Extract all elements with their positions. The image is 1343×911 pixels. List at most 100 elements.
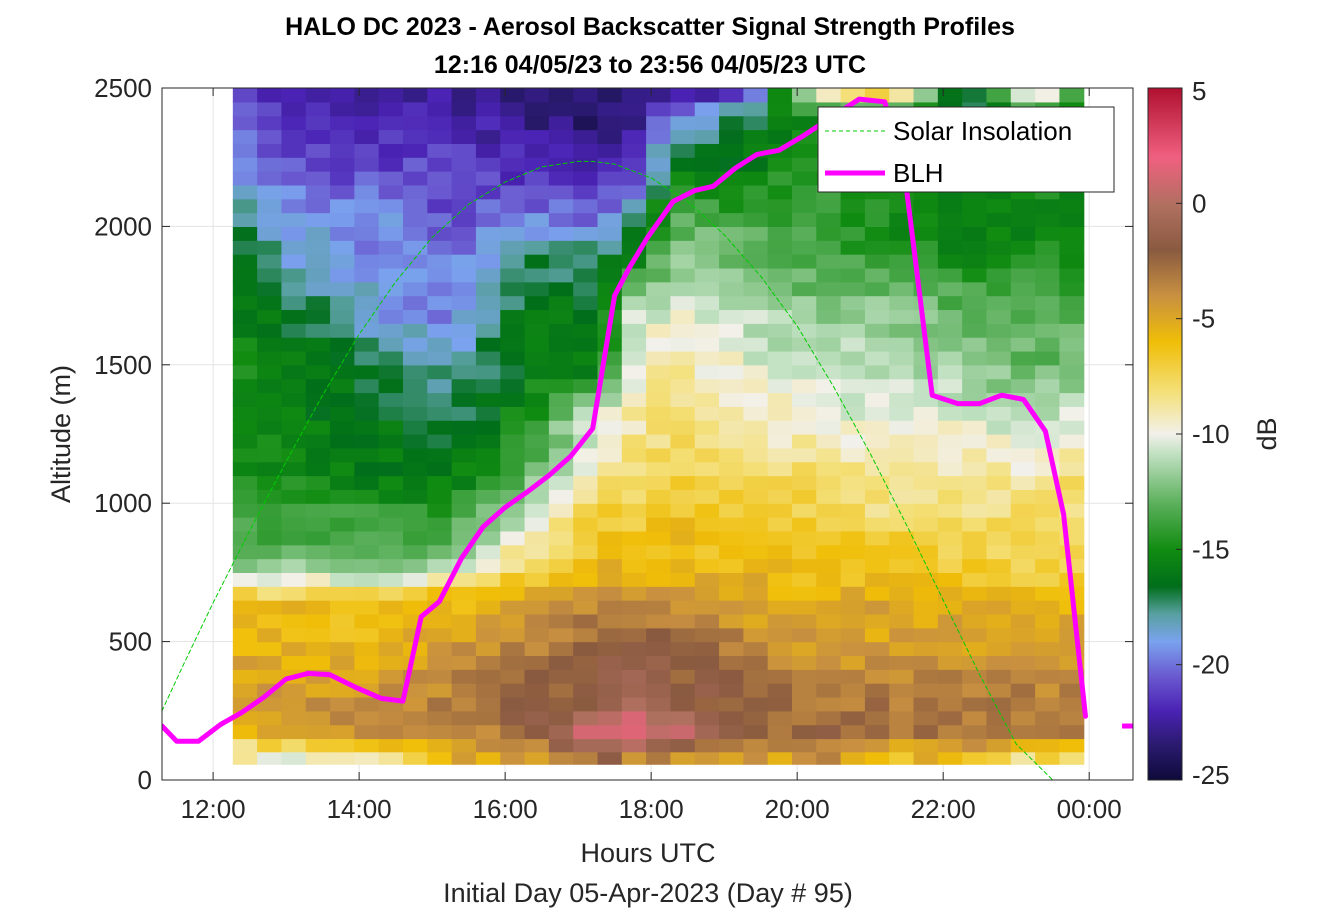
heatmap-cell: [791, 489, 817, 504]
heatmap-cell: [378, 420, 404, 435]
heatmap-cell: [281, 489, 307, 504]
heatmap-cell: [427, 655, 453, 670]
heatmap-cell: [646, 254, 672, 269]
heatmap-cell: [1010, 517, 1036, 532]
heatmap-cell: [330, 323, 355, 338]
heatmap-cell: [670, 517, 696, 532]
heatmap-cell: [597, 447, 623, 463]
heatmap-cell: [281, 752, 307, 765]
heatmap-cell: [743, 461, 769, 477]
heatmap-cell: [305, 267, 331, 283]
heatmap-cell: [694, 240, 720, 255]
heatmap-cell: [913, 752, 939, 765]
heatmap-cell: [791, 475, 817, 490]
heatmap-cell: [597, 572, 623, 587]
heatmap-cell: [889, 572, 915, 587]
heatmap-cell: [305, 420, 331, 435]
heatmap-cell: [232, 600, 258, 615]
heatmap-cell: [864, 669, 890, 684]
heatmap-cell: [305, 309, 331, 324]
heatmap-cell: [986, 447, 1012, 463]
heatmap-cell: [403, 738, 428, 753]
heatmap-cell: [597, 724, 623, 740]
heatmap-cell: [524, 600, 550, 615]
heatmap-cell: [524, 115, 550, 131]
heatmap-cell: [427, 420, 453, 435]
heatmap-cell: [1059, 461, 1085, 477]
heatmap-cell: [791, 420, 817, 435]
heatmap-cell: [500, 212, 526, 227]
heatmap-cell: [937, 226, 963, 241]
heatmap-cell: [232, 406, 258, 421]
heatmap-cell: [864, 613, 890, 629]
heatmap-cell: [573, 475, 599, 490]
heatmap-cell: [743, 184, 769, 200]
heatmap-cell: [548, 364, 574, 380]
heatmap-cell: [597, 184, 623, 200]
heatmap-cell: [475, 544, 501, 560]
heatmap-cell: [1010, 461, 1036, 477]
heatmap-cell: [427, 240, 453, 255]
heatmap-cell: [621, 392, 647, 407]
heatmap-cell: [962, 613, 988, 629]
heatmap-cell: [281, 503, 307, 518]
heatmap-cell: [646, 558, 672, 573]
heatmap-cell: [719, 489, 744, 504]
heatmap-cell: [962, 572, 988, 587]
heatmap-cell: [791, 434, 817, 449]
heatmap-cell: [670, 613, 696, 629]
heatmap-cell: [621, 738, 647, 753]
heatmap-cell: [743, 392, 769, 407]
heatmap-cell: [573, 281, 599, 297]
heatmap-cell: [986, 88, 1012, 103]
heatmap-cell: [670, 669, 696, 684]
heatmap-cell: [573, 503, 599, 518]
heatmap-cell: [305, 115, 331, 131]
heatmap-cell: [767, 212, 793, 227]
heatmap-cell: [232, 738, 258, 753]
heatmap-cell: [913, 669, 939, 684]
y-axis-label: Altitude (m): [46, 365, 76, 503]
heatmap-cell: [475, 240, 501, 255]
heatmap-cell: [573, 378, 599, 394]
heatmap-cell: [1035, 696, 1061, 712]
heatmap-cell: [354, 378, 380, 394]
heatmap-cell: [621, 295, 647, 311]
heatmap-cell: [573, 198, 599, 214]
heatmap-cell: [670, 115, 696, 131]
heatmap-cell: [378, 447, 404, 463]
heatmap-cell: [694, 517, 720, 532]
heatmap-cell: [621, 447, 647, 463]
heatmap-cell: [232, 267, 258, 283]
heatmap-cell: [597, 738, 623, 753]
heatmap-cell: [305, 461, 331, 477]
heatmap-cell: [621, 641, 647, 657]
heatmap-cell: [864, 350, 890, 366]
heatmap-cell: [451, 627, 477, 643]
heatmap-cell: [986, 572, 1012, 587]
heatmap-cell: [573, 655, 599, 670]
heatmap-cell: [330, 267, 355, 283]
heatmap-cell: [767, 378, 793, 394]
heatmap-cell: [621, 364, 647, 380]
heatmap-cell: [694, 655, 720, 670]
heatmap-cell: [451, 157, 477, 172]
heatmap-cell: [646, 295, 672, 311]
heatmap-cell: [378, 212, 404, 227]
heatmap-cell: [427, 710, 453, 726]
heatmap-cell: [500, 88, 526, 103]
heatmap-cell: [646, 641, 672, 657]
heatmap-cell: [791, 683, 817, 698]
heatmap-cell: [767, 88, 793, 103]
heatmap-cell: [1010, 267, 1036, 283]
heatmap-cell: [475, 88, 501, 103]
heatmap-cell: [646, 655, 672, 670]
heatmap-cell: [791, 613, 817, 629]
heatmap-cell: [694, 392, 720, 407]
heatmap-cell: [791, 143, 817, 158]
heatmap-cell: [475, 198, 501, 214]
heatmap-cell: [767, 129, 793, 144]
heatmap-cell: [791, 752, 817, 765]
heatmap-cell: [257, 171, 283, 186]
heatmap-cell: [767, 350, 793, 366]
